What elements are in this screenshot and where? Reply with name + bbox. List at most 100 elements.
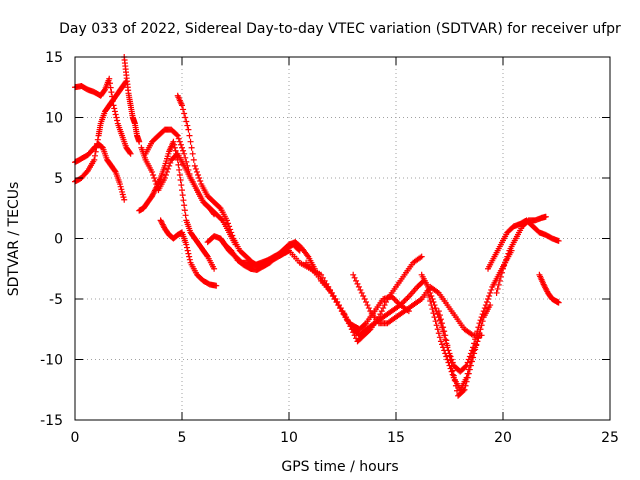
data-point [179,102,185,109]
data-point [437,338,444,345]
data-point [165,165,172,172]
data-point [366,327,373,334]
data-point [173,150,180,157]
data-point [179,144,185,151]
data-point [119,191,126,198]
data-point [182,212,189,219]
data-point [475,334,482,341]
data-point [106,80,113,87]
data-point [451,377,458,384]
data-point [401,297,408,304]
data-point [111,108,118,115]
data-point [108,89,115,96]
data-point [136,138,143,145]
data-point [390,294,397,301]
data-point [436,334,443,341]
data-point [183,244,190,251]
series-track-18 [435,302,494,399]
data-point [211,211,218,218]
data-point [487,289,494,296]
data-point [443,337,450,344]
data-point [434,326,441,333]
data-point [462,363,469,370]
x-axis-label: GPS time / hours [281,459,398,475]
data-point [494,285,501,292]
data-point [185,166,192,173]
data-point [185,126,192,133]
chart-title: Day 033 of 2022, Sidereal Day-to-day VTE… [59,21,621,37]
data-point [437,316,444,323]
data-point [435,330,442,337]
data-point [464,374,471,381]
data-point [442,350,449,357]
data-point [497,273,504,280]
data-point [444,356,451,363]
data-point [186,132,193,139]
data-point [394,299,401,306]
data-point [91,152,98,159]
data-point [478,322,485,329]
data-point [195,171,202,178]
data-point [445,347,452,354]
data-point [203,252,210,259]
data-point [473,342,480,349]
data-point [171,144,178,151]
data-point [464,359,471,366]
data-point [107,84,114,91]
data-point [177,141,184,148]
data-point [172,147,179,154]
data-point [121,196,128,203]
data-point [186,256,193,263]
data-point [225,220,232,227]
data-point [93,144,100,151]
data-point [181,150,188,157]
data-point [334,299,341,306]
data-point [495,281,502,288]
data-point [463,378,470,385]
data-point [167,159,174,166]
data-point [365,305,372,312]
data-point [180,147,187,154]
data-point [466,366,473,373]
data-point [182,114,189,121]
data-point [175,161,182,168]
data-point [427,298,434,305]
data-point [111,167,118,174]
data-point [481,305,488,312]
data-point [447,357,454,364]
data-point [181,207,188,214]
data-point [542,213,549,220]
data-point [91,156,98,163]
data-point [363,299,370,306]
data-point [192,165,199,172]
data-point [467,362,474,369]
data-point [364,302,371,309]
data-point [488,286,495,293]
data-point [487,302,494,309]
data-point [189,150,196,157]
data-point [178,182,185,189]
data-point [425,283,432,290]
series-track-6 [142,126,218,218]
data-point [555,299,562,306]
data-point [428,302,435,309]
data-point [453,387,460,394]
data-point [430,310,437,317]
y-tick-label: 0 [54,232,63,248]
data-point [426,286,433,293]
data-point [113,114,120,121]
data-point [440,344,447,351]
data-point [465,370,472,377]
data-point [460,387,467,394]
data-point [228,229,235,236]
data-point [211,265,218,272]
x-tick-label: 25 [601,430,619,446]
data-point [182,154,189,161]
data-point [174,132,181,139]
data-point [175,135,182,142]
data-point [439,341,446,348]
data-point [83,168,90,175]
data-point [184,122,191,129]
data-point [186,170,193,177]
data-point [393,297,399,304]
